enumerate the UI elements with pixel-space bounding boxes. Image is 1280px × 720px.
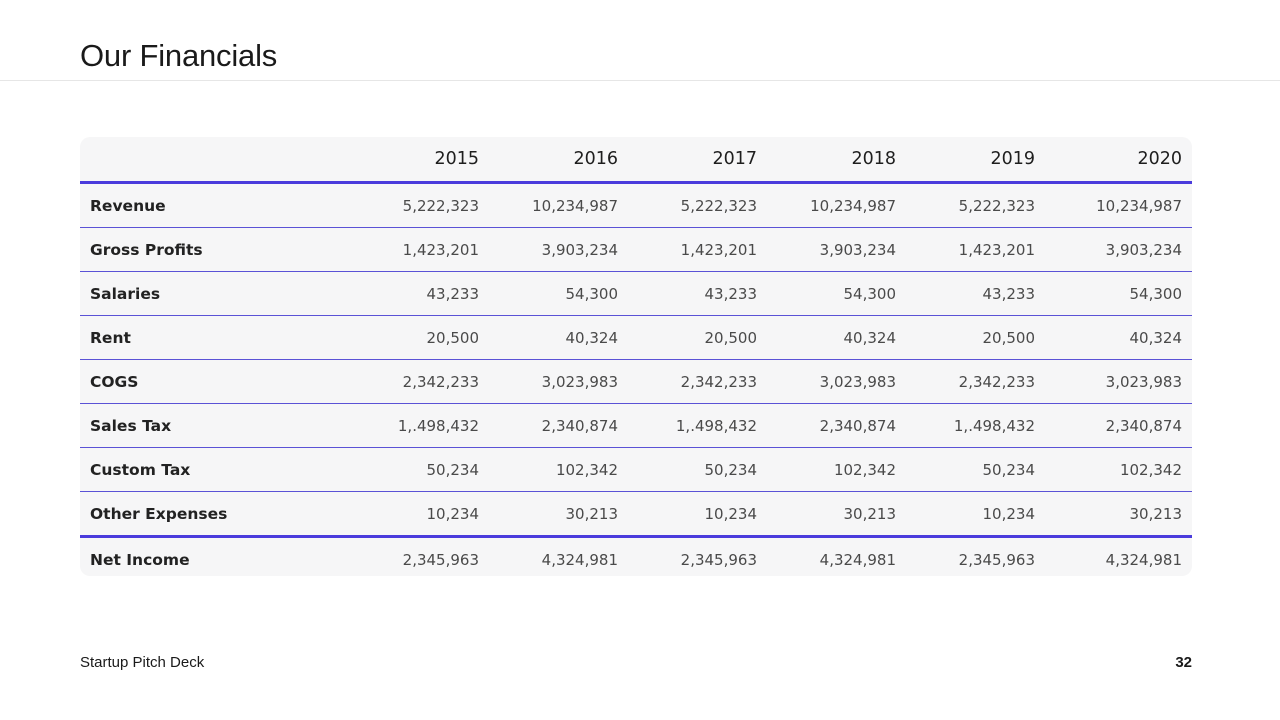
row-label: Rent bbox=[80, 315, 350, 360]
table-cell: 1,.498,432 bbox=[628, 403, 767, 448]
table-cell: 1,.498,432 bbox=[350, 403, 489, 448]
table-cell: 2,342,233 bbox=[350, 359, 489, 404]
net-income-row: Net Income 2,345,963 4,324,981 2,345,963… bbox=[80, 537, 1192, 577]
table-row: Sales Tax 1,.498,432 2,340,874 1,.498,43… bbox=[80, 403, 1192, 448]
table-cell: 5,222,323 bbox=[906, 182, 1045, 228]
table-row: Salaries 43,233 54,300 43,233 54,300 43,… bbox=[80, 271, 1192, 316]
year-header: 2017 bbox=[628, 137, 767, 184]
table-cell: 54,300 bbox=[1045, 271, 1192, 316]
table-row: Other Expenses 10,234 30,213 10,234 30,2… bbox=[80, 491, 1192, 538]
year-header: 2018 bbox=[767, 137, 906, 184]
table-cell: 20,500 bbox=[906, 315, 1045, 360]
year-header: 2020 bbox=[1045, 137, 1192, 184]
table-cell: 3,903,234 bbox=[1045, 227, 1192, 272]
table-row: Custom Tax 50,234 102,342 50,234 102,342… bbox=[80, 447, 1192, 492]
table-cell: 4,324,981 bbox=[541, 550, 618, 569]
table-cell: 43,233 bbox=[350, 271, 489, 316]
row-label: Sales Tax bbox=[80, 403, 350, 448]
table-cell: 1,423,201 bbox=[350, 227, 489, 272]
table-cell: 40,324 bbox=[1045, 315, 1192, 360]
table-cell: 4,324,981 bbox=[1105, 550, 1182, 569]
table-cell: 10,234,987 bbox=[1045, 182, 1192, 228]
table-cell: 2,345,963 bbox=[958, 550, 1035, 569]
row-label: Gross Profits bbox=[80, 227, 350, 272]
table-cell: 102,342 bbox=[1045, 447, 1192, 492]
table-row: Gross Profits 1,423,201 3,903,234 1,423,… bbox=[80, 227, 1192, 272]
table-cell: 2,345,963 bbox=[402, 550, 479, 569]
table-cell: 5,222,323 bbox=[628, 182, 767, 228]
footer-brand: Startup Pitch Deck bbox=[80, 654, 205, 671]
row-label: Revenue bbox=[80, 182, 350, 228]
table-header-row: 2015 2016 2017 2018 2019 2020 bbox=[80, 137, 1192, 184]
table-cell: 30,213 bbox=[767, 491, 906, 538]
table-cell: 10,234 bbox=[350, 491, 489, 538]
row-label: Salaries bbox=[80, 271, 350, 316]
table-cell: 10,234,987 bbox=[767, 182, 906, 228]
table-cell: 102,342 bbox=[767, 447, 906, 492]
table-cell: 10,234 bbox=[906, 491, 1045, 538]
row-label: Custom Tax bbox=[80, 447, 350, 492]
table-cell: 30,213 bbox=[1045, 491, 1192, 538]
row-label: Other Expenses bbox=[80, 491, 350, 538]
table-cell: 3,023,983 bbox=[1045, 359, 1192, 404]
table-cell: 10,234 bbox=[628, 491, 767, 538]
table-row: COGS 2,342,233 3,023,983 2,342,233 3,023… bbox=[80, 359, 1192, 404]
table-cell: 10,234,987 bbox=[489, 182, 628, 228]
table-cell: 54,300 bbox=[489, 271, 628, 316]
page-title: Our Financials bbox=[80, 38, 278, 73]
table-cell: 5,222,323 bbox=[350, 182, 489, 228]
table-cell: 4,324,981 bbox=[819, 550, 896, 569]
table-cell: 2,345,963 bbox=[680, 550, 757, 569]
table-cell: 3,023,983 bbox=[767, 359, 906, 404]
table-cell: 20,500 bbox=[628, 315, 767, 360]
page-number: 32 bbox=[1175, 654, 1192, 671]
title-divider bbox=[0, 80, 1280, 81]
table-cell: 30,213 bbox=[489, 491, 628, 538]
table-cell: 20,500 bbox=[350, 315, 489, 360]
row-label: COGS bbox=[80, 359, 350, 404]
table-row: Rent 20,500 40,324 20,500 40,324 20,500 … bbox=[80, 315, 1192, 360]
table-cell: 40,324 bbox=[767, 315, 906, 360]
table-cell: 1,423,201 bbox=[628, 227, 767, 272]
table-cell: 50,234 bbox=[906, 447, 1045, 492]
table-cell: 3,903,234 bbox=[767, 227, 906, 272]
year-header: 2019 bbox=[906, 137, 1045, 184]
table-cell: 102,342 bbox=[489, 447, 628, 492]
year-header: 2015 bbox=[350, 137, 489, 184]
row-label: Net Income bbox=[90, 550, 190, 569]
table-cell: 1,423,201 bbox=[906, 227, 1045, 272]
year-header: 2016 bbox=[489, 137, 628, 184]
table-cell: 50,234 bbox=[350, 447, 489, 492]
table-cell: 40,324 bbox=[489, 315, 628, 360]
financials-table: 2015 2016 2017 2018 2019 2020 Revenue 5,… bbox=[80, 137, 1192, 576]
table-cell: 2,342,233 bbox=[906, 359, 1045, 404]
header-corner-cell bbox=[80, 137, 350, 184]
table-row: Revenue 5,222,323 10,234,987 5,222,323 1… bbox=[80, 182, 1192, 228]
table-cell: 3,023,983 bbox=[489, 359, 628, 404]
table-cell: 50,234 bbox=[628, 447, 767, 492]
table-cell: 43,233 bbox=[906, 271, 1045, 316]
table-cell: 3,903,234 bbox=[489, 227, 628, 272]
table-cell: 1,.498,432 bbox=[906, 403, 1045, 448]
table-cell: 43,233 bbox=[628, 271, 767, 316]
table-cell: 2,340,874 bbox=[1045, 403, 1192, 448]
table-cell: 2,340,874 bbox=[489, 403, 628, 448]
financials-table-card: 2015 2016 2017 2018 2019 2020 Revenue 5,… bbox=[80, 137, 1192, 576]
table-cell: 54,300 bbox=[767, 271, 906, 316]
table-cell: 2,340,874 bbox=[767, 403, 906, 448]
table-cell: 2,342,233 bbox=[628, 359, 767, 404]
